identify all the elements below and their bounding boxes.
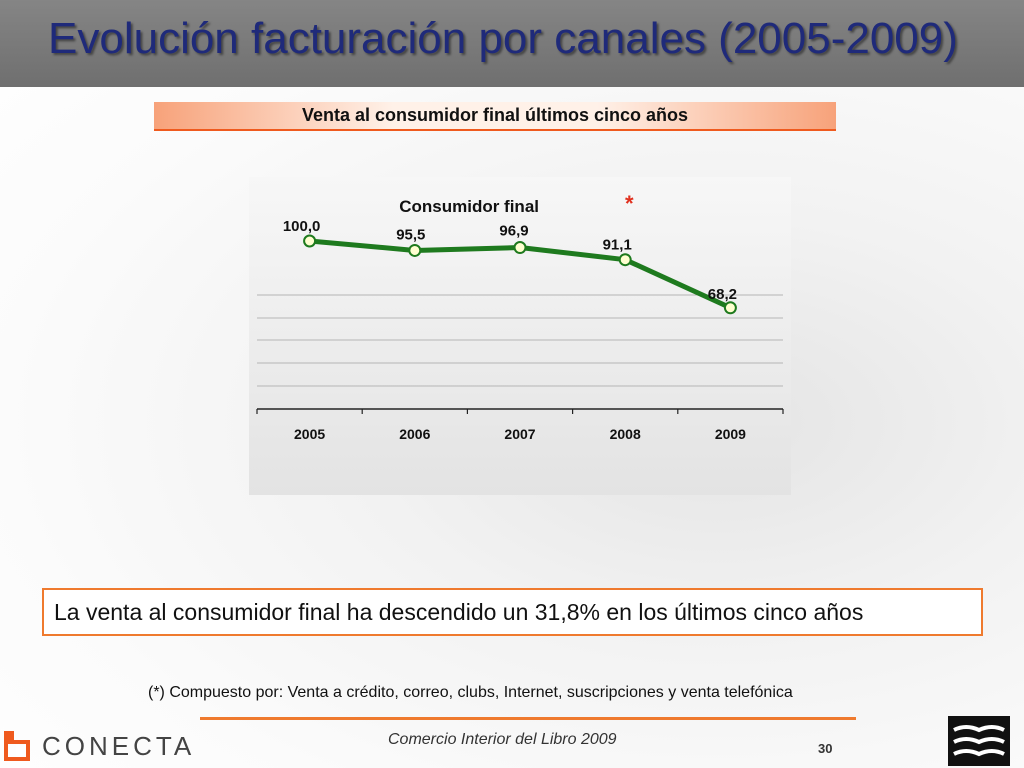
x-tick-label: 2009 xyxy=(715,426,746,442)
chart-title-mark: * xyxy=(625,191,634,216)
data-label: 91,1 xyxy=(603,237,632,254)
data-label: 68,2 xyxy=(708,286,737,303)
footnote: (*) Compuesto por: Venta a crédito, corr… xyxy=(148,684,793,701)
data-point xyxy=(513,241,527,255)
data-label: 96,9 xyxy=(499,223,528,240)
callout-text: La venta al consumidor final ha descendi… xyxy=(54,599,864,625)
page-number: 30 xyxy=(818,741,833,756)
data-point xyxy=(408,243,422,257)
chart-panel: Consumidor final * 2005 2006 2007 2008 2009 … xyxy=(249,177,791,495)
line-chart: Consumidor final * 2005 2006 2007 2008 2009 … xyxy=(256,191,784,442)
slide-subtitle: Venta al consumidor final últimos cinco … xyxy=(301,105,689,125)
data-point xyxy=(618,253,632,267)
data-label: 95,5 xyxy=(396,226,425,243)
x-tick-label: 2005 xyxy=(294,426,325,442)
x-axis: 2005 2006 2007 2008 2009 xyxy=(256,408,784,442)
conecta-logo-text: CONECTA xyxy=(42,731,196,761)
series-consumidor-final: 100,0 95,5 96,9 91,1 68,2 xyxy=(283,218,737,315)
x-tick-label: 2008 xyxy=(610,426,641,442)
title-bar: Evolución facturación por canales (2005-… xyxy=(0,0,1024,87)
data-label: 100,0 xyxy=(283,218,321,235)
footer-text: Comercio Interior del Libro 2009 xyxy=(388,731,617,748)
gridlines xyxy=(257,294,783,387)
conecta-logo-icon xyxy=(4,731,30,761)
slide-title: Evolución facturación por canales (2005-… xyxy=(48,14,958,63)
subtitle-banner: Venta al consumidor final últimos cinco … xyxy=(154,102,836,131)
x-tick-label: 2007 xyxy=(504,426,535,442)
chart-title: Consumidor final xyxy=(399,197,539,216)
x-tick-label: 2006 xyxy=(399,426,430,442)
data-point xyxy=(723,301,737,315)
callout-box: La venta al consumidor final ha descendi… xyxy=(42,588,983,636)
book-logo-icon xyxy=(948,716,1010,766)
data-point xyxy=(303,234,317,248)
footer-divider xyxy=(200,717,856,720)
